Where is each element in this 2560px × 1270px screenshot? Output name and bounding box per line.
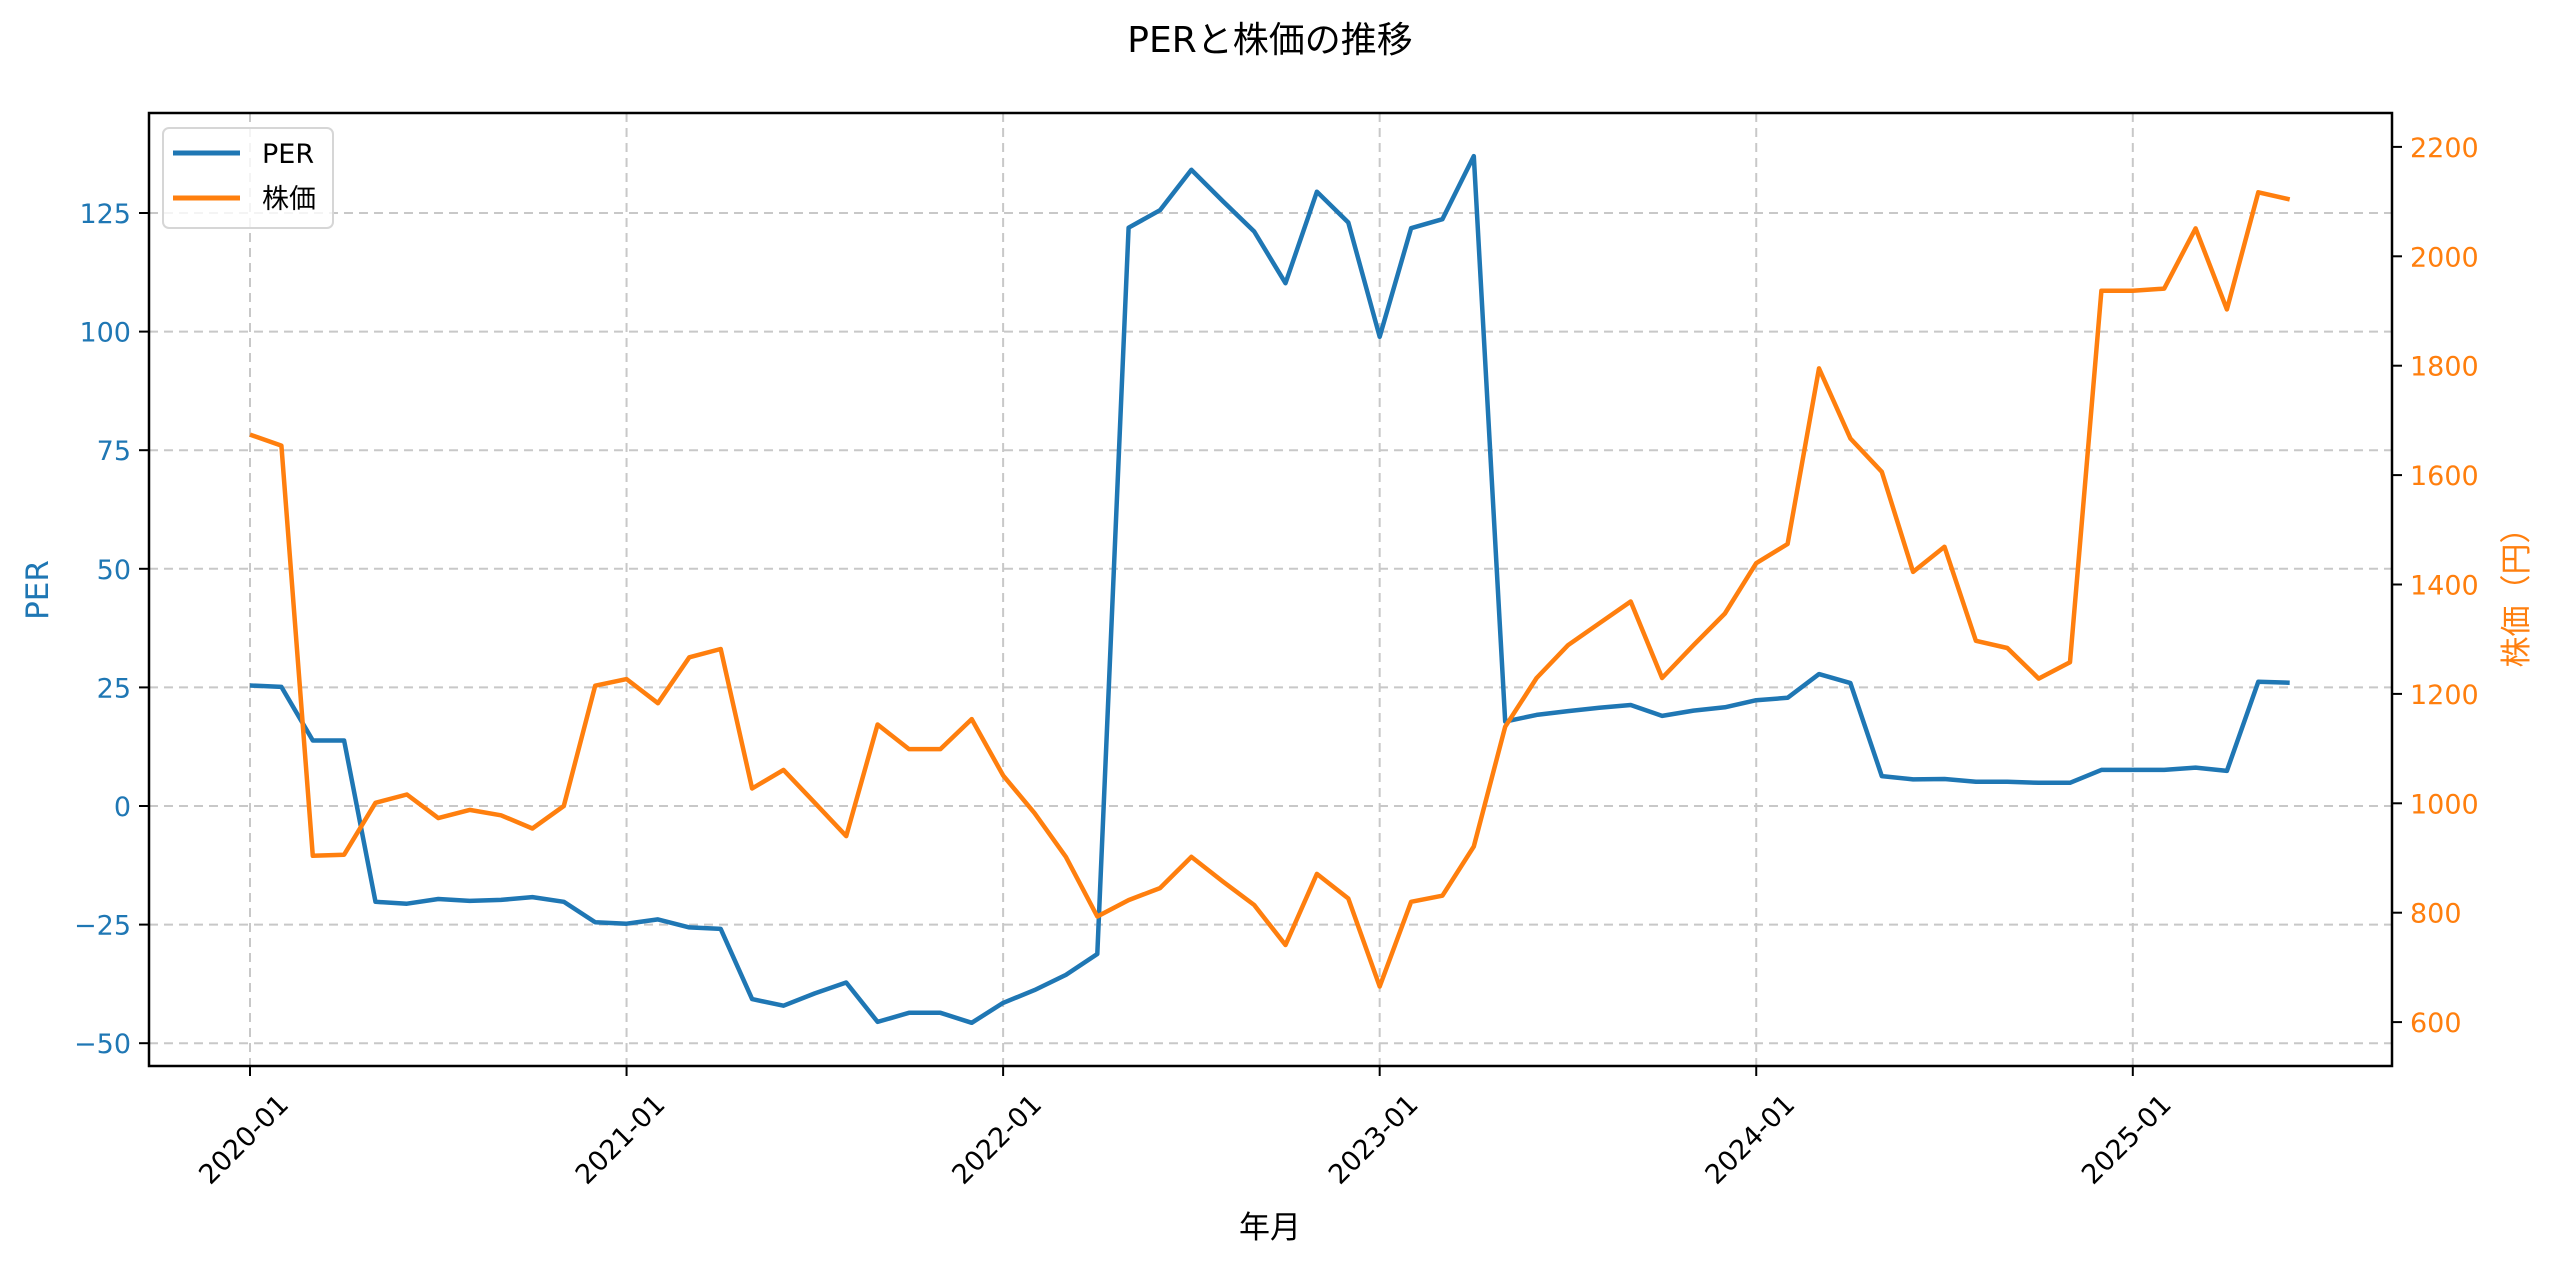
- right-tick-label: 1000: [2410, 789, 2479, 820]
- right-tick-label: 1800: [2410, 352, 2479, 383]
- price-line: [249, 190, 2291, 989]
- right-tick-label: 1600: [2410, 461, 2479, 492]
- x-axis-label: 年月: [1239, 1210, 1301, 1246]
- legend-per-label: PER: [262, 139, 314, 170]
- left-axis-label: PER: [20, 560, 56, 620]
- right-tick-label: 2200: [2410, 133, 2479, 164]
- left-tick-label: 125: [79, 199, 131, 230]
- right-y-axis: 600 800 1000 1200 1400 1600 1800 2000 2200: [2392, 133, 2479, 1039]
- plot-lines: [249, 153, 2291, 1026]
- x-tick-label: 2023-01: [1323, 1089, 1425, 1191]
- left-y-axis: −50 −25 0 25 50 75 100 125: [74, 199, 149, 1060]
- x-tick-label: 2020-01: [193, 1089, 295, 1191]
- left-tick-label: −50: [74, 1029, 131, 1060]
- left-tick-label: 0: [114, 792, 131, 823]
- x-tick-label: 2025-01: [2076, 1089, 2178, 1191]
- left-tick-label: 50: [97, 555, 131, 586]
- right-tick-label: 800: [2410, 899, 2462, 930]
- right-tick-label: 600: [2410, 1008, 2462, 1039]
- right-axis-label: 株価（円）: [2499, 513, 2535, 668]
- legend: PER 株価: [162, 127, 334, 229]
- x-axis: 2020-01 2021-01 2022-01 2023-01 2024-01 2025-…: [193, 1066, 2178, 1191]
- chart-title: PERと株価の推移: [1127, 20, 1412, 61]
- gridlines: [149, 113, 2392, 1066]
- left-tick-label: 75: [97, 436, 131, 467]
- x-tick-label: 2024-01: [1699, 1089, 1801, 1191]
- right-tick-label: 2000: [2410, 242, 2479, 273]
- per-line: [249, 153, 2290, 1026]
- plot-frame: [147, 111, 2394, 1068]
- right-tick-label: 1400: [2410, 571, 2479, 602]
- left-tick-label: 100: [79, 318, 131, 349]
- left-tick-label: 25: [97, 673, 131, 704]
- left-tick-label: −25: [74, 911, 131, 942]
- x-tick-label: 2022-01: [946, 1089, 1048, 1191]
- legend-price-label: 株価: [262, 184, 316, 215]
- x-tick-label: 2021-01: [570, 1089, 672, 1191]
- right-tick-label: 1200: [2410, 680, 2479, 711]
